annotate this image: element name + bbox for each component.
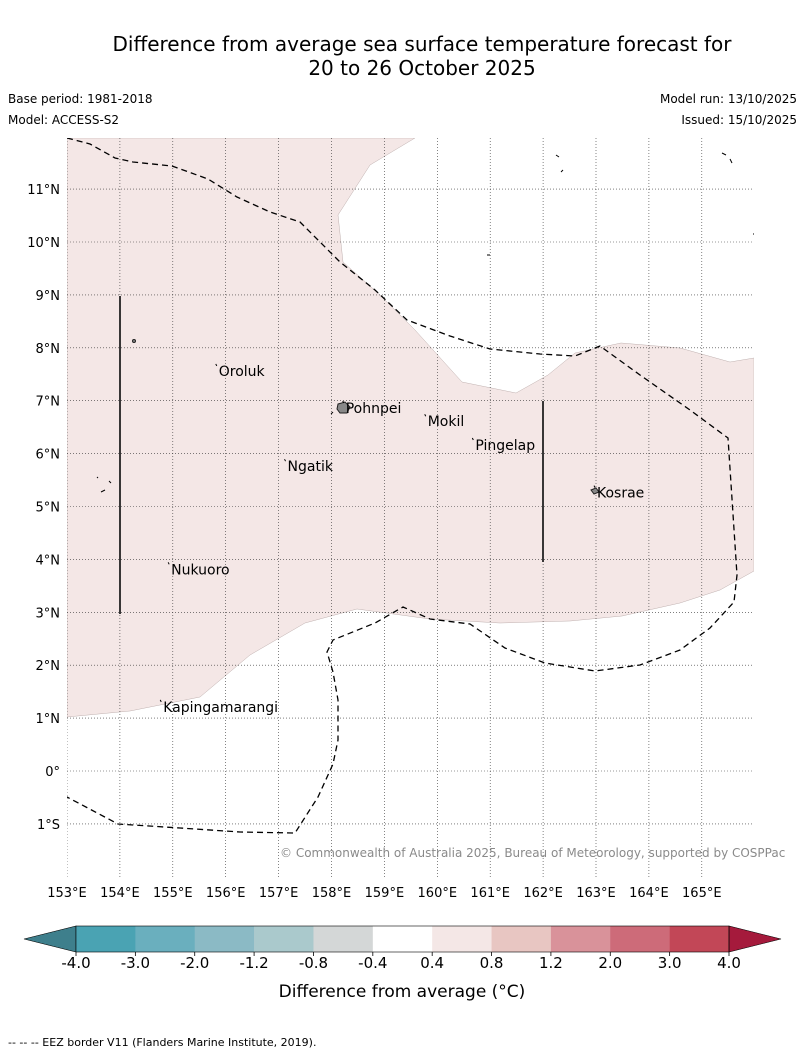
colorbar-tick-label: 0.8	[480, 954, 504, 972]
title-line-1: Difference from average sea surface temp…	[112, 32, 732, 56]
colorbar-tick-label: 1.2	[539, 954, 563, 972]
colorbar-tick-label: -4.0	[61, 954, 90, 972]
latitude-label: 1°S	[37, 818, 60, 833]
model-run: Model run: 13/10/2025	[659, 92, 797, 106]
colorbar-extend-low	[23, 925, 77, 953]
longitude-label: 160°E	[418, 886, 458, 901]
colorbar-tick-label: 2.0	[598, 954, 622, 972]
longitude-label: 155°E	[153, 886, 193, 901]
place-marker	[284, 458, 286, 462]
place-label-ngatik: Ngatik	[288, 459, 334, 475]
longitude-label: 163°E	[576, 886, 616, 901]
colorbar-bin	[135, 926, 196, 952]
longitude-label: 154°E	[100, 886, 140, 901]
colorbar-bin	[432, 926, 492, 952]
pohnpei-island	[336, 401, 351, 414]
eez-footnote: -- -- -- EEZ border V11 (Flanders Marine…	[8, 1036, 317, 1049]
colorbar-tick-label: 4.0	[717, 954, 741, 972]
longitude-label: 157°E	[259, 886, 299, 901]
latitude-label: 6°N	[36, 448, 61, 463]
colorbar-tick-label: -0.8	[299, 954, 328, 972]
colorbar-tick-label: -0.4	[358, 954, 387, 972]
place-label-pohnpei: Pohnpei	[346, 401, 402, 417]
latitude-label: 10°N	[27, 236, 60, 251]
latitude-label: 2°N	[36, 659, 61, 674]
colorbar-bin	[550, 926, 611, 952]
latitude-label: 11°N	[27, 183, 60, 198]
place-label-mokil: Mokil	[428, 414, 465, 430]
latitude-label: 1°N	[36, 712, 61, 727]
place-marker	[167, 562, 170, 565]
place-label-pingelap: Pingelap	[475, 438, 535, 454]
colorbar: -4.0 -3.0 -2.0 -1.2 -0.8 -0.4 0.4 0.8 1.2 2.0 3.0 4…	[23, 925, 782, 972]
chart-title: Difference from average sea surface temp…	[0, 32, 804, 80]
island-marker	[132, 339, 136, 343]
colorbar-bin	[610, 926, 670, 952]
colorbar-bin	[669, 926, 730, 952]
place-marker	[424, 413, 427, 417]
latitude-label: 5°N	[36, 501, 61, 516]
place-label-kapingamarangi: Kapingamarangi	[163, 700, 278, 716]
map-area	[67, 138, 754, 878]
place-label-nukuoro: Nukuoro	[171, 562, 229, 578]
graticule	[67, 138, 754, 878]
longitude-label: 158°E	[312, 886, 352, 901]
latitude-label: 9°N	[36, 289, 61, 304]
longitude-label: 161°E	[470, 886, 510, 901]
colorbar-tick-label: -1.2	[239, 954, 268, 972]
base-period: Base period: 1981-2018	[8, 92, 153, 106]
place-label-kosrae: Kosrae	[597, 486, 644, 502]
kosrae-island	[590, 487, 600, 495]
longitude-label: 156°E	[206, 886, 246, 901]
title-line-2: 20 to 26 October 2025	[308, 56, 536, 80]
longitude-labels: 153°E 154°E 155°E 156°E 157°E 158°E 159°E 160°E…	[47, 886, 721, 901]
colorbar-tick-label: -2.0	[180, 954, 209, 972]
latitude-label: 8°N	[36, 342, 61, 357]
islands	[132, 339, 600, 495]
latitude-label: 0°	[45, 765, 60, 780]
colorbar-bin	[254, 926, 314, 952]
anomaly-region-warm	[67, 138, 754, 718]
longitude-label: 165°E	[682, 886, 722, 901]
latitude-label: 7°N	[36, 395, 61, 410]
place-labels: Oroluk Pohnpei Mokil Pingelap Ngatik Kosrae Nu…	[159, 363, 644, 716]
latitude-label: 3°N	[36, 606, 61, 621]
place-label-oroluk: Oroluk	[219, 364, 266, 380]
colorbar-bin	[194, 926, 255, 952]
model-name: Model: ACCESS-S2	[8, 113, 120, 127]
longitude-label: 159°E	[365, 886, 405, 901]
latitude-labels: 1°S 0° 1°N 2°N 3°N 4°N 5°N 6°N 7°N 8°N 9°N 10°N 11°N	[27, 183, 60, 833]
eez-borders	[67, 138, 738, 834]
place-marker	[593, 485, 596, 488]
place-marker	[215, 363, 218, 367]
copyright-notice: © Commonwealth of Australia 2025, Bureau…	[280, 846, 785, 860]
place-marker	[342, 400, 345, 404]
place-marker	[159, 699, 162, 703]
colorbar-bin	[491, 926, 552, 952]
colorbar-frame	[75, 925, 730, 953]
colorbar-bin	[372, 926, 433, 952]
longitude-label: 153°E	[47, 886, 87, 901]
colorbar-tick-label: 3.0	[658, 954, 682, 972]
atoll-markers	[96, 152, 754, 493]
colorbar-tick-label: -3.0	[121, 954, 150, 972]
longitude-label: 162°E	[523, 886, 563, 901]
colorbar-extend-high	[728, 925, 782, 953]
latitude-label: 4°N	[36, 553, 61, 568]
place-marker	[471, 437, 474, 441]
colorbar-bin	[76, 926, 136, 952]
colorbar-tick-label: 0.4	[420, 954, 444, 972]
colorbar-title: Difference from average (°C)	[279, 982, 526, 1002]
longitude-label: 164°E	[629, 886, 669, 901]
colorbar-bin	[313, 926, 374, 952]
issued-date: Issued: 15/10/2025	[681, 113, 797, 127]
